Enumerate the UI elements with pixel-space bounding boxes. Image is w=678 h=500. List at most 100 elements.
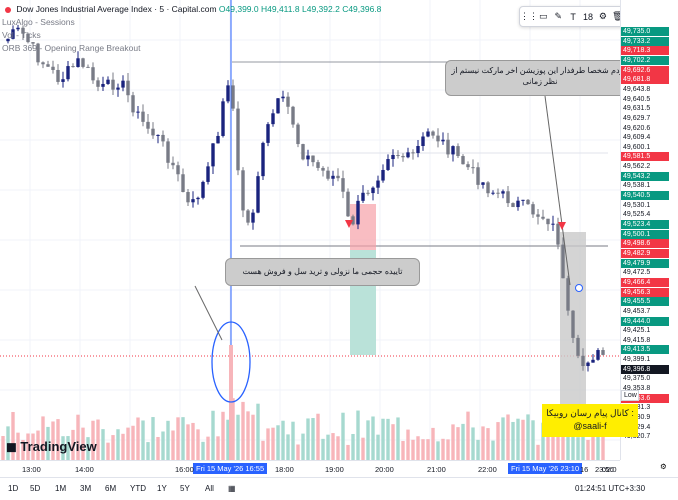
indicator-orb[interactable]: ORB 369 - Opening Range Breakout bbox=[2, 43, 141, 53]
volume-bar bbox=[346, 444, 350, 460]
volume-bar bbox=[366, 420, 370, 460]
sell-marker-2 bbox=[558, 222, 566, 230]
range-ytd[interactable]: YTD bbox=[130, 484, 146, 493]
candle-body bbox=[531, 204, 535, 215]
candle-body bbox=[401, 155, 405, 158]
volume-bar bbox=[16, 432, 20, 460]
calendar-icon[interactable]: ▦ bbox=[228, 484, 236, 493]
chart-legend: Dow Jones Industrial Average Index · 5 ·… bbox=[2, 3, 381, 55]
note-right-pointer bbox=[544, 95, 571, 286]
volume-bar bbox=[141, 420, 145, 460]
price-label: 49,702.2 bbox=[621, 55, 669, 65]
volume-bar bbox=[401, 440, 405, 460]
volume-bar bbox=[541, 422, 545, 460]
volume-bar bbox=[216, 436, 220, 460]
range-all[interactable]: All bbox=[205, 484, 214, 493]
candle-body bbox=[116, 87, 120, 90]
candle-body bbox=[6, 38, 10, 42]
indicator-sessions[interactable]: LuxAlgo - Sessions bbox=[2, 17, 75, 27]
range-5y[interactable]: 5Y bbox=[180, 484, 190, 493]
volume-bar bbox=[471, 427, 475, 460]
candle-body bbox=[311, 155, 315, 163]
candle-body bbox=[91, 67, 95, 81]
symbol-title[interactable]: Dow Jones Industrial Average Index · 5 ·… bbox=[16, 4, 217, 14]
candle-body bbox=[226, 85, 230, 102]
volume-bar bbox=[261, 440, 265, 460]
range-1m[interactable]: 1M bbox=[55, 484, 67, 493]
color-picker-icon[interactable]: ▭ bbox=[539, 11, 548, 21]
drawing-handle bbox=[575, 284, 583, 292]
volume-bar bbox=[391, 424, 395, 460]
candle-body bbox=[41, 62, 45, 65]
note-left[interactable]: تاییده حجمی ما نزولی و ترید سل و فروش هس… bbox=[225, 258, 420, 286]
volume-bar bbox=[211, 410, 215, 460]
range-5d[interactable]: 5D bbox=[30, 484, 41, 493]
candle-body bbox=[601, 350, 605, 355]
volume-bar bbox=[121, 433, 125, 460]
price-label: 49,396.8 bbox=[621, 364, 669, 374]
candle-body bbox=[341, 178, 345, 192]
clock-readout[interactable]: 01:24:51 UTC+3:30 bbox=[575, 484, 646, 493]
candle-body bbox=[296, 124, 300, 145]
candle-body bbox=[196, 197, 200, 200]
candle-body bbox=[176, 165, 180, 175]
axis-settings-icon[interactable]: ⚙ bbox=[660, 462, 667, 471]
volume-bar bbox=[396, 417, 400, 460]
volume-bar bbox=[356, 410, 360, 460]
range-1y[interactable]: 1Y bbox=[157, 484, 167, 493]
candle-body bbox=[136, 111, 140, 113]
candle-body bbox=[431, 131, 435, 136]
price-label: 49,530.1 bbox=[623, 201, 651, 209]
tradingview-logo[interactable]: ◼︎ TradingView bbox=[6, 439, 97, 455]
chart-area[interactable]: Dow Jones Industrial Average Index · 5 ·… bbox=[0, 0, 620, 460]
settings-icon[interactable]: ⚙ bbox=[598, 11, 607, 21]
candle-body bbox=[31, 42, 35, 44]
volume-bar bbox=[456, 427, 460, 460]
candle-body bbox=[396, 154, 400, 156]
pencil-icon[interactable]: ✎ bbox=[554, 11, 563, 21]
drag-handle-icon[interactable]: ⋮⋮ bbox=[520, 11, 538, 21]
candle-body bbox=[361, 192, 365, 201]
axis-corner[interactable]: ⚙ bbox=[620, 460, 678, 476]
candle-body bbox=[551, 223, 555, 225]
ohlc-high: H49,411.8 bbox=[261, 4, 300, 14]
price-axis[interactable]: 49,735.0 49,733.2 49,718.3 49,702.2 49,692.6… bbox=[620, 0, 678, 460]
volume-bar bbox=[156, 436, 160, 460]
volume-bar bbox=[166, 420, 170, 460]
font-size-value[interactable]: 18 bbox=[583, 11, 594, 22]
note-right[interactable]: خودم شخصا طرفدار این پوزیشن اخر مارکت نی… bbox=[445, 60, 620, 96]
volume-bar bbox=[151, 417, 155, 460]
symbol-row: Dow Jones Industrial Average Index · 5 ·… bbox=[2, 3, 381, 16]
price-label: 49,399.1 bbox=[623, 356, 651, 364]
candle-body bbox=[206, 166, 210, 182]
candle-body bbox=[566, 278, 570, 311]
volume-bar bbox=[421, 439, 425, 460]
volume-bar bbox=[181, 417, 185, 460]
candle-body bbox=[191, 199, 195, 203]
candle-body bbox=[406, 152, 410, 158]
price-label: 49,413.5 bbox=[621, 345, 669, 355]
candle-body bbox=[256, 176, 260, 213]
candle-body bbox=[371, 187, 375, 194]
volume-bar bbox=[516, 418, 520, 460]
candle-body bbox=[571, 310, 575, 338]
indicator-volume[interactable]: Vol - Ticks bbox=[2, 30, 41, 40]
candle-body bbox=[261, 142, 265, 177]
tv-logo-text: TradingView bbox=[20, 439, 97, 454]
volume-bar bbox=[76, 414, 80, 460]
candle-body bbox=[56, 69, 60, 82]
range-1d[interactable]: 1D bbox=[8, 484, 19, 493]
time-label: 21:00 bbox=[427, 465, 446, 474]
candle-body bbox=[376, 180, 380, 188]
ohlc-low: L49,392.2 bbox=[301, 4, 340, 14]
volume-bar bbox=[51, 421, 55, 460]
volume-bar bbox=[476, 439, 480, 460]
text-color-icon[interactable]: T bbox=[570, 11, 576, 22]
volume-bar bbox=[66, 436, 70, 460]
range-6m[interactable]: 6M bbox=[105, 484, 117, 493]
time-axis[interactable]: Fri 15 May '26 16:55 Fri 15 May '26 23:1… bbox=[0, 460, 620, 477]
range-3m[interactable]: 3M bbox=[80, 484, 92, 493]
volume-bar bbox=[86, 437, 90, 460]
volume-bar bbox=[41, 416, 45, 460]
delete-icon[interactable]: 🗑 bbox=[612, 11, 624, 21]
